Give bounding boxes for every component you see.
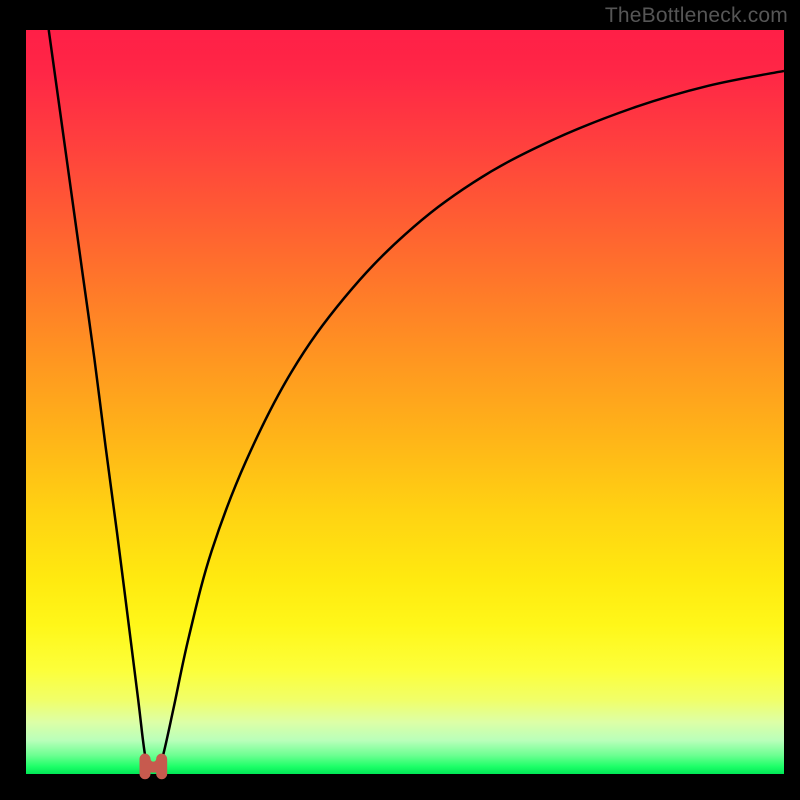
chart-frame: TheBottleneck.com xyxy=(0,0,800,800)
plot-background xyxy=(26,30,784,774)
watermark-text: TheBottleneck.com xyxy=(605,4,788,28)
bottleneck-chart xyxy=(0,0,800,800)
